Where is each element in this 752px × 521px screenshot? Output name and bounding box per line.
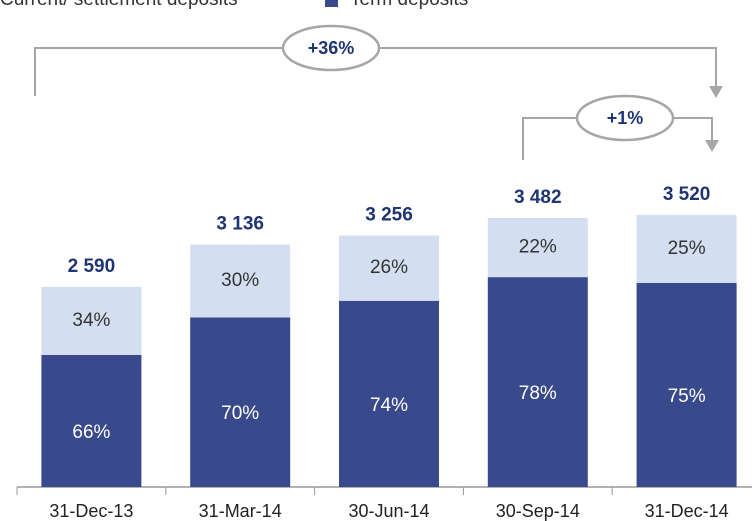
data-label: 66% <box>72 422 110 443</box>
data-label: 30% <box>221 270 259 291</box>
bar-segment <box>636 283 737 487</box>
bar-segment <box>487 217 588 278</box>
data-label: 78% <box>519 383 557 404</box>
annotation-ellipse <box>575 94 675 142</box>
data-label: 22% <box>519 237 557 258</box>
annotation: +36% <box>308 38 355 58</box>
total-label: 3 256 <box>365 204 413 225</box>
bar-segment <box>487 277 588 487</box>
bar-segment <box>339 300 439 487</box>
arrow-head <box>709 86 723 98</box>
total-label: 2 590 <box>68 256 116 277</box>
data-label: 26% <box>370 257 408 278</box>
legend-swatch <box>325 0 338 7</box>
x-tick-label: 31-Dec-14 <box>645 501 729 521</box>
bar-segment <box>41 286 142 355</box>
annotation-ellipse <box>281 24 381 72</box>
total-label: 3 520 <box>663 184 711 205</box>
bar-segment <box>339 235 439 301</box>
data-label: 70% <box>221 403 259 424</box>
total-label: 3 482 <box>514 187 562 208</box>
arrow-head <box>705 140 719 152</box>
x-tick-label: 31-Mar-14 <box>199 501 282 521</box>
data-label: 75% <box>668 386 706 407</box>
x-tick-label: 30-Jun-14 <box>348 501 429 521</box>
bar-segment <box>190 244 291 318</box>
data-label: 25% <box>668 238 706 259</box>
x-tick-label: 31-Dec-13 <box>49 501 133 521</box>
legend-label: Term deposits <box>350 0 468 10</box>
x-tick-label: 30-Sep-14 <box>496 501 580 521</box>
data-label: 34% <box>72 310 110 331</box>
total-label: 3 136 <box>216 214 264 235</box>
data-label: 74% <box>370 395 408 416</box>
bar-segment <box>190 317 291 487</box>
bar-segment <box>41 354 142 487</box>
annotation: +1% <box>607 108 644 128</box>
legend-label: Current/ settlement deposits <box>0 0 238 10</box>
bar-segment <box>636 215 737 283</box>
